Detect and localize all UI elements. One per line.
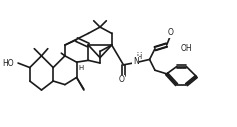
Text: OH: OH [181,44,192,53]
Text: H: H [136,54,141,60]
Text: N: N [133,57,139,66]
Text: H: H [78,65,84,70]
Text: O: O [118,75,124,84]
Text: HO: HO [2,59,14,68]
Text: H: H [136,52,141,58]
Text: O: O [167,28,173,37]
